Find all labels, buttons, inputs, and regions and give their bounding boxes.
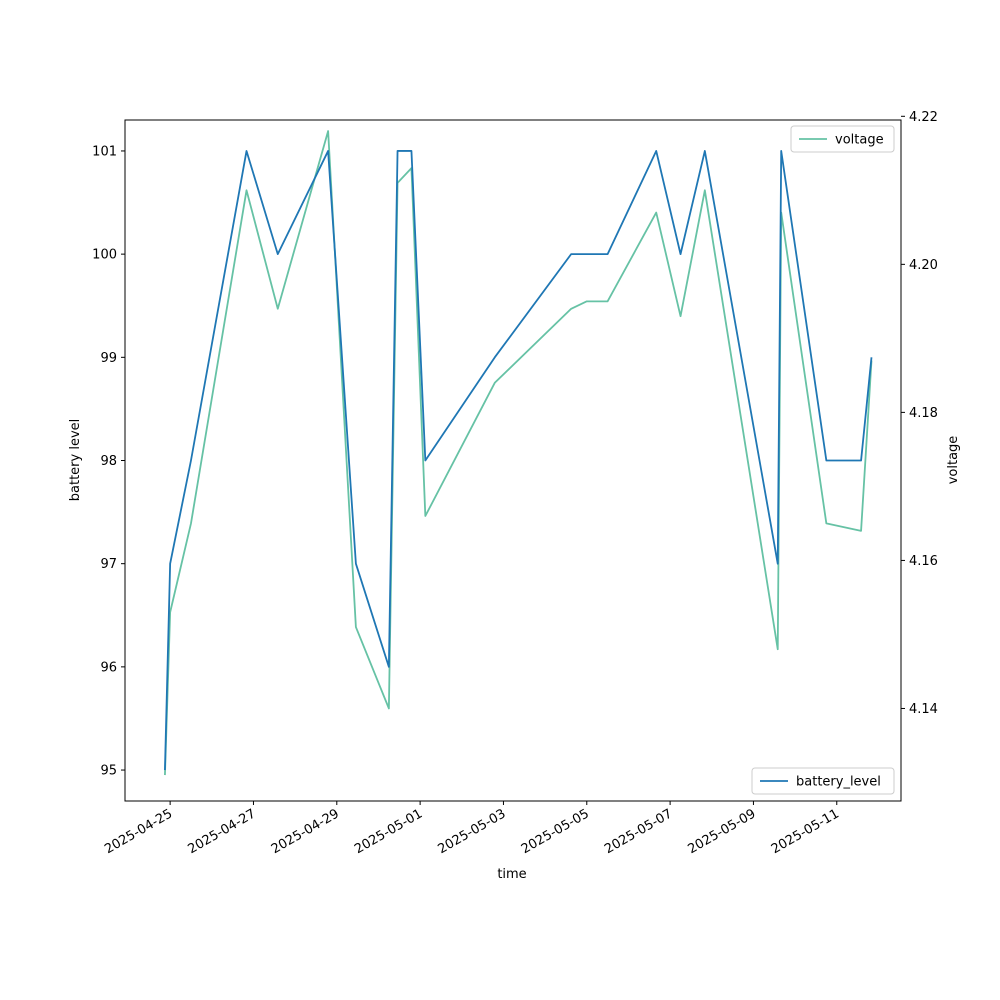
right-y-tick-label: 4.16 <box>909 554 938 569</box>
series-layer <box>164 130 873 776</box>
legend-box <box>751 767 895 795</box>
left-y-axis-title: battery level <box>68 419 83 502</box>
right-y-axis-title: voltage <box>946 436 961 485</box>
series-line-battery-level <box>164 150 873 771</box>
right-y-tick-label: 4.22 <box>909 110 938 125</box>
left-y-tick-label: 100 <box>92 248 117 263</box>
left-y-tick-label: 101 <box>92 144 117 159</box>
legend-label: voltage <box>835 133 884 148</box>
x-axis-title: time <box>497 867 526 882</box>
right-y-tick-label: 4.14 <box>909 702 938 717</box>
left-y-tick-label: 95 <box>100 764 117 779</box>
legend-battery-level: battery_level <box>751 767 895 795</box>
left-y-tick-label: 97 <box>100 557 117 572</box>
right-y-tick-label: 4.20 <box>909 258 938 273</box>
legend-box <box>790 125 895 153</box>
left-y-tick-label: 96 <box>100 660 117 675</box>
right-y-tick-label: 4.18 <box>909 406 938 421</box>
left-y-tick-label: 99 <box>100 351 117 366</box>
legend-voltage: voltage <box>790 125 895 153</box>
legend-label: battery_level <box>796 775 881 790</box>
legend-layer: voltage battery_level <box>751 125 895 795</box>
left-y-tick-label: 98 <box>100 454 117 469</box>
